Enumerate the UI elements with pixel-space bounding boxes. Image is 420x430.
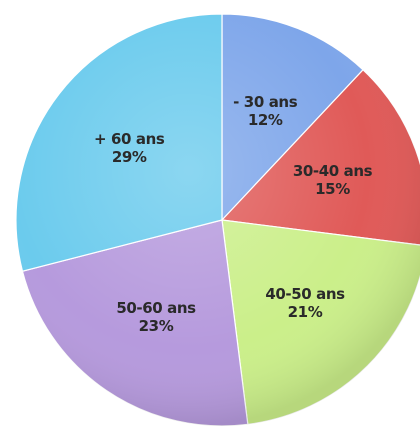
slice-percent-label: 21%: [288, 303, 323, 321]
slice-category-label: 50-60 ans: [116, 299, 196, 317]
slice-category-label: + 60 ans: [94, 130, 165, 148]
slice-category-label: 40-50 ans: [265, 285, 345, 303]
slice-category-label: 30-40 ans: [293, 162, 373, 180]
pie-slice-2: [221, 219, 420, 426]
slice-percent-label: 15%: [315, 180, 350, 198]
slice-percent-label: 29%: [112, 148, 147, 166]
pie-slices: [15, 13, 420, 427]
slice-category-label: - 30 ans: [233, 93, 298, 111]
slice-percent-label: 12%: [248, 111, 283, 129]
slice-percent-label: 23%: [139, 317, 174, 335]
